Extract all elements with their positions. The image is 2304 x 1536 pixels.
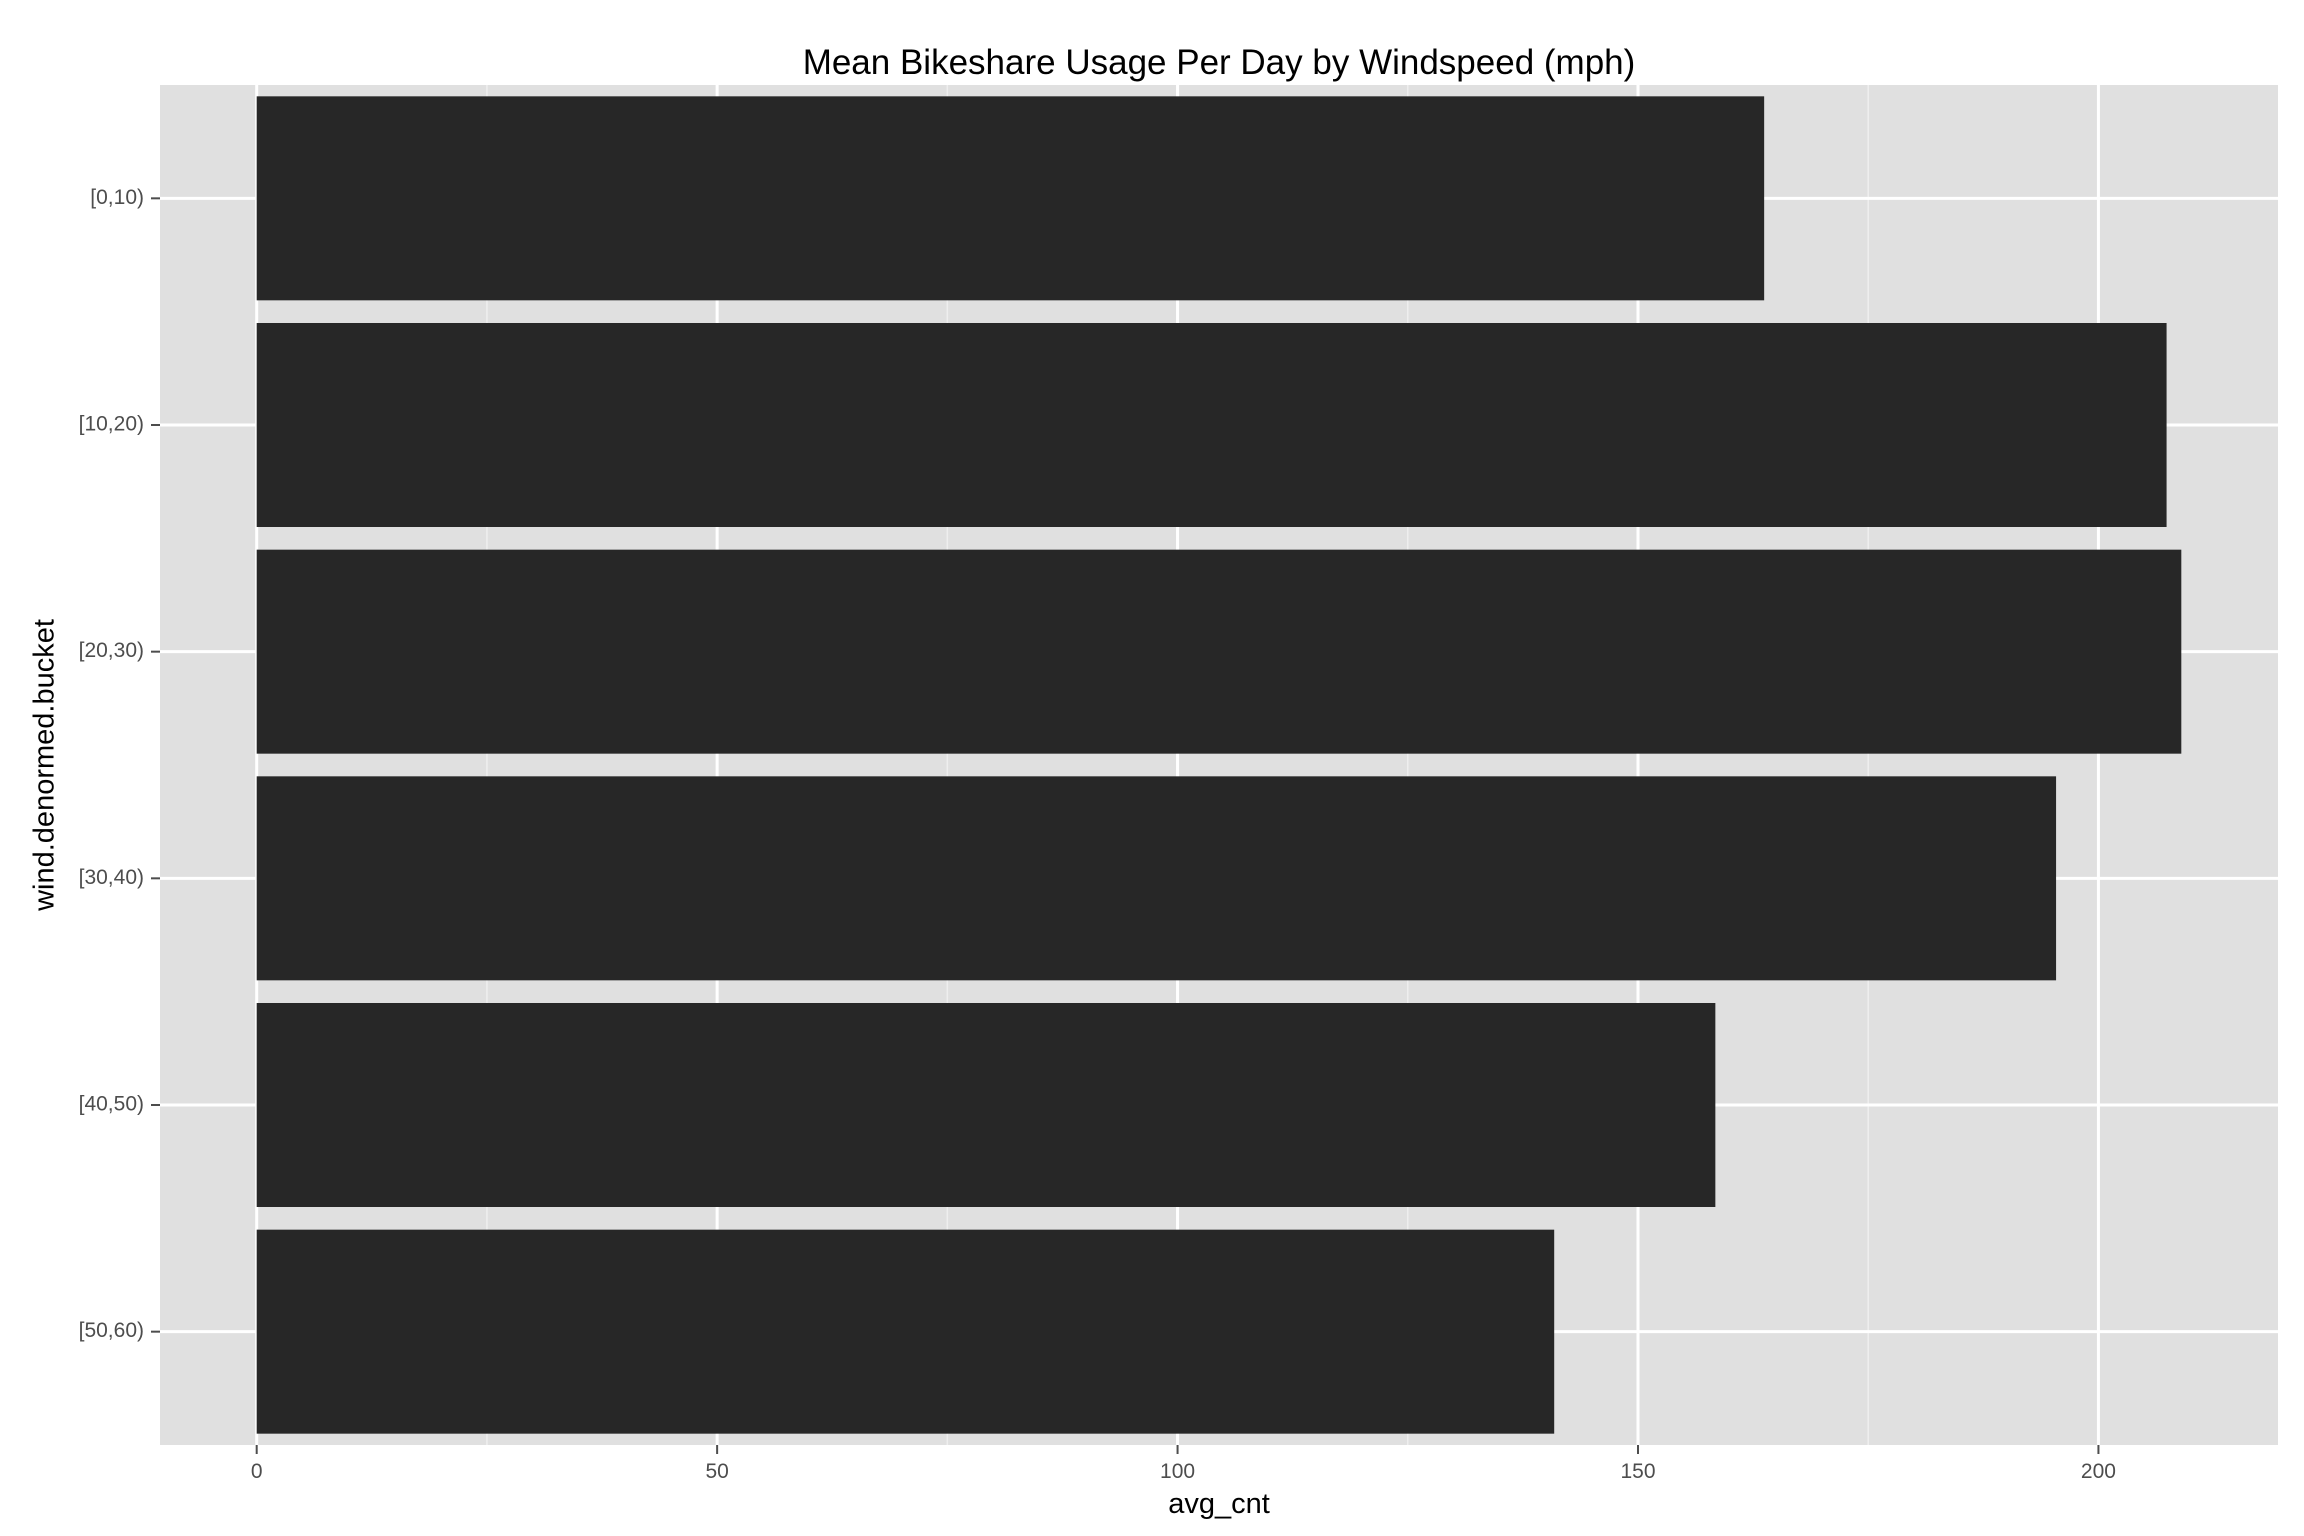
y-tick-label: [50,60) [79, 1319, 144, 1342]
y-axis-title: wind.denormed.bucket [29, 619, 61, 912]
x-tick-label: 100 [1160, 1460, 1195, 1483]
chart-title: Mean Bikeshare Usage Per Day by Windspee… [803, 43, 1636, 82]
x-tick-label: 50 [705, 1460, 728, 1483]
x-axis-title: avg_cnt [1168, 1488, 1270, 1520]
bar [256, 1003, 1716, 1207]
x-tick-label: 150 [1620, 1460, 1655, 1483]
bar [256, 96, 1765, 301]
y-tick-label: [30,40) [79, 866, 144, 889]
bar [256, 323, 2167, 527]
plot-panel [160, 85, 2278, 1445]
y-axis: [0,10) [10,20) [20,30) [30,40) [40,50) [50,60… [79, 186, 160, 1342]
bar [256, 776, 2057, 981]
bars-layer [256, 96, 2182, 1434]
y-tick-label: [0,10) [90, 186, 144, 209]
y-tick-label: [20,30) [79, 639, 144, 662]
y-tick-label: [10,20) [79, 413, 144, 436]
x-axis: 0 50 100 150 200 [251, 1445, 2116, 1483]
bar [256, 1229, 1555, 1434]
x-tick-label: 200 [2081, 1460, 2116, 1483]
y-tick-label: [40,50) [79, 1093, 144, 1116]
bar [256, 549, 2182, 754]
x-tick-label: 0 [251, 1460, 263, 1483]
